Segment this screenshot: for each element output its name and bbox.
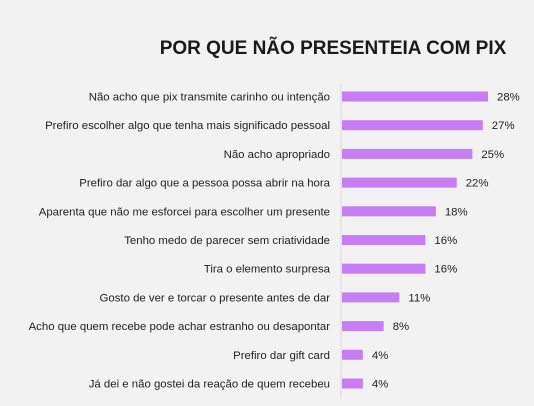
bar xyxy=(342,349,363,360)
data-label: 25% xyxy=(481,149,504,161)
bar xyxy=(342,321,384,332)
data-label: 8% xyxy=(393,321,409,333)
category-label: Acho que quem recebe pode achar estranho… xyxy=(29,321,331,333)
category-label: Prefiro escolher algo que tenha mais sig… xyxy=(45,120,330,132)
data-label: 4% xyxy=(372,379,388,391)
data-label: 22% xyxy=(466,178,489,190)
chart-title: POR QUE NÃO PRESENTEIA COM PIX xyxy=(160,37,507,59)
category-label: Prefiro dar gift card xyxy=(233,350,330,362)
data-label: 27% xyxy=(492,120,515,132)
data-label: 4% xyxy=(372,350,388,362)
bar xyxy=(342,378,363,389)
data-label: 16% xyxy=(434,264,457,276)
category-label: Gosto de ver e torcar o presente antes d… xyxy=(100,292,331,304)
data-label: 28% xyxy=(497,92,520,104)
bar xyxy=(342,91,488,102)
bar xyxy=(342,148,473,159)
category-label: Aparenta que não me esforcei para escolh… xyxy=(39,206,330,218)
bar xyxy=(342,292,400,303)
bar xyxy=(342,120,483,131)
bar xyxy=(342,177,457,188)
category-label: Não acho que pix transmite carinho ou in… xyxy=(89,92,330,104)
bar xyxy=(342,263,426,274)
bar-series: Não acho que pix transmite carinho ou in… xyxy=(29,91,520,391)
data-label: 16% xyxy=(434,235,457,247)
category-label: Já dei e não gostei da reação de quem re… xyxy=(89,379,330,391)
category-label: Prefiro dar algo que a pessoa possa abri… xyxy=(79,178,330,190)
bar xyxy=(342,206,436,217)
category-label: Tira o elemento surpresa xyxy=(204,264,331,276)
category-label: Não acho apropriado xyxy=(224,149,330,161)
category-label: Tenho medo de parecer sem criatividade xyxy=(124,235,330,247)
bar xyxy=(342,235,426,245)
data-label: 18% xyxy=(445,206,468,218)
data-label: 11% xyxy=(408,292,430,304)
